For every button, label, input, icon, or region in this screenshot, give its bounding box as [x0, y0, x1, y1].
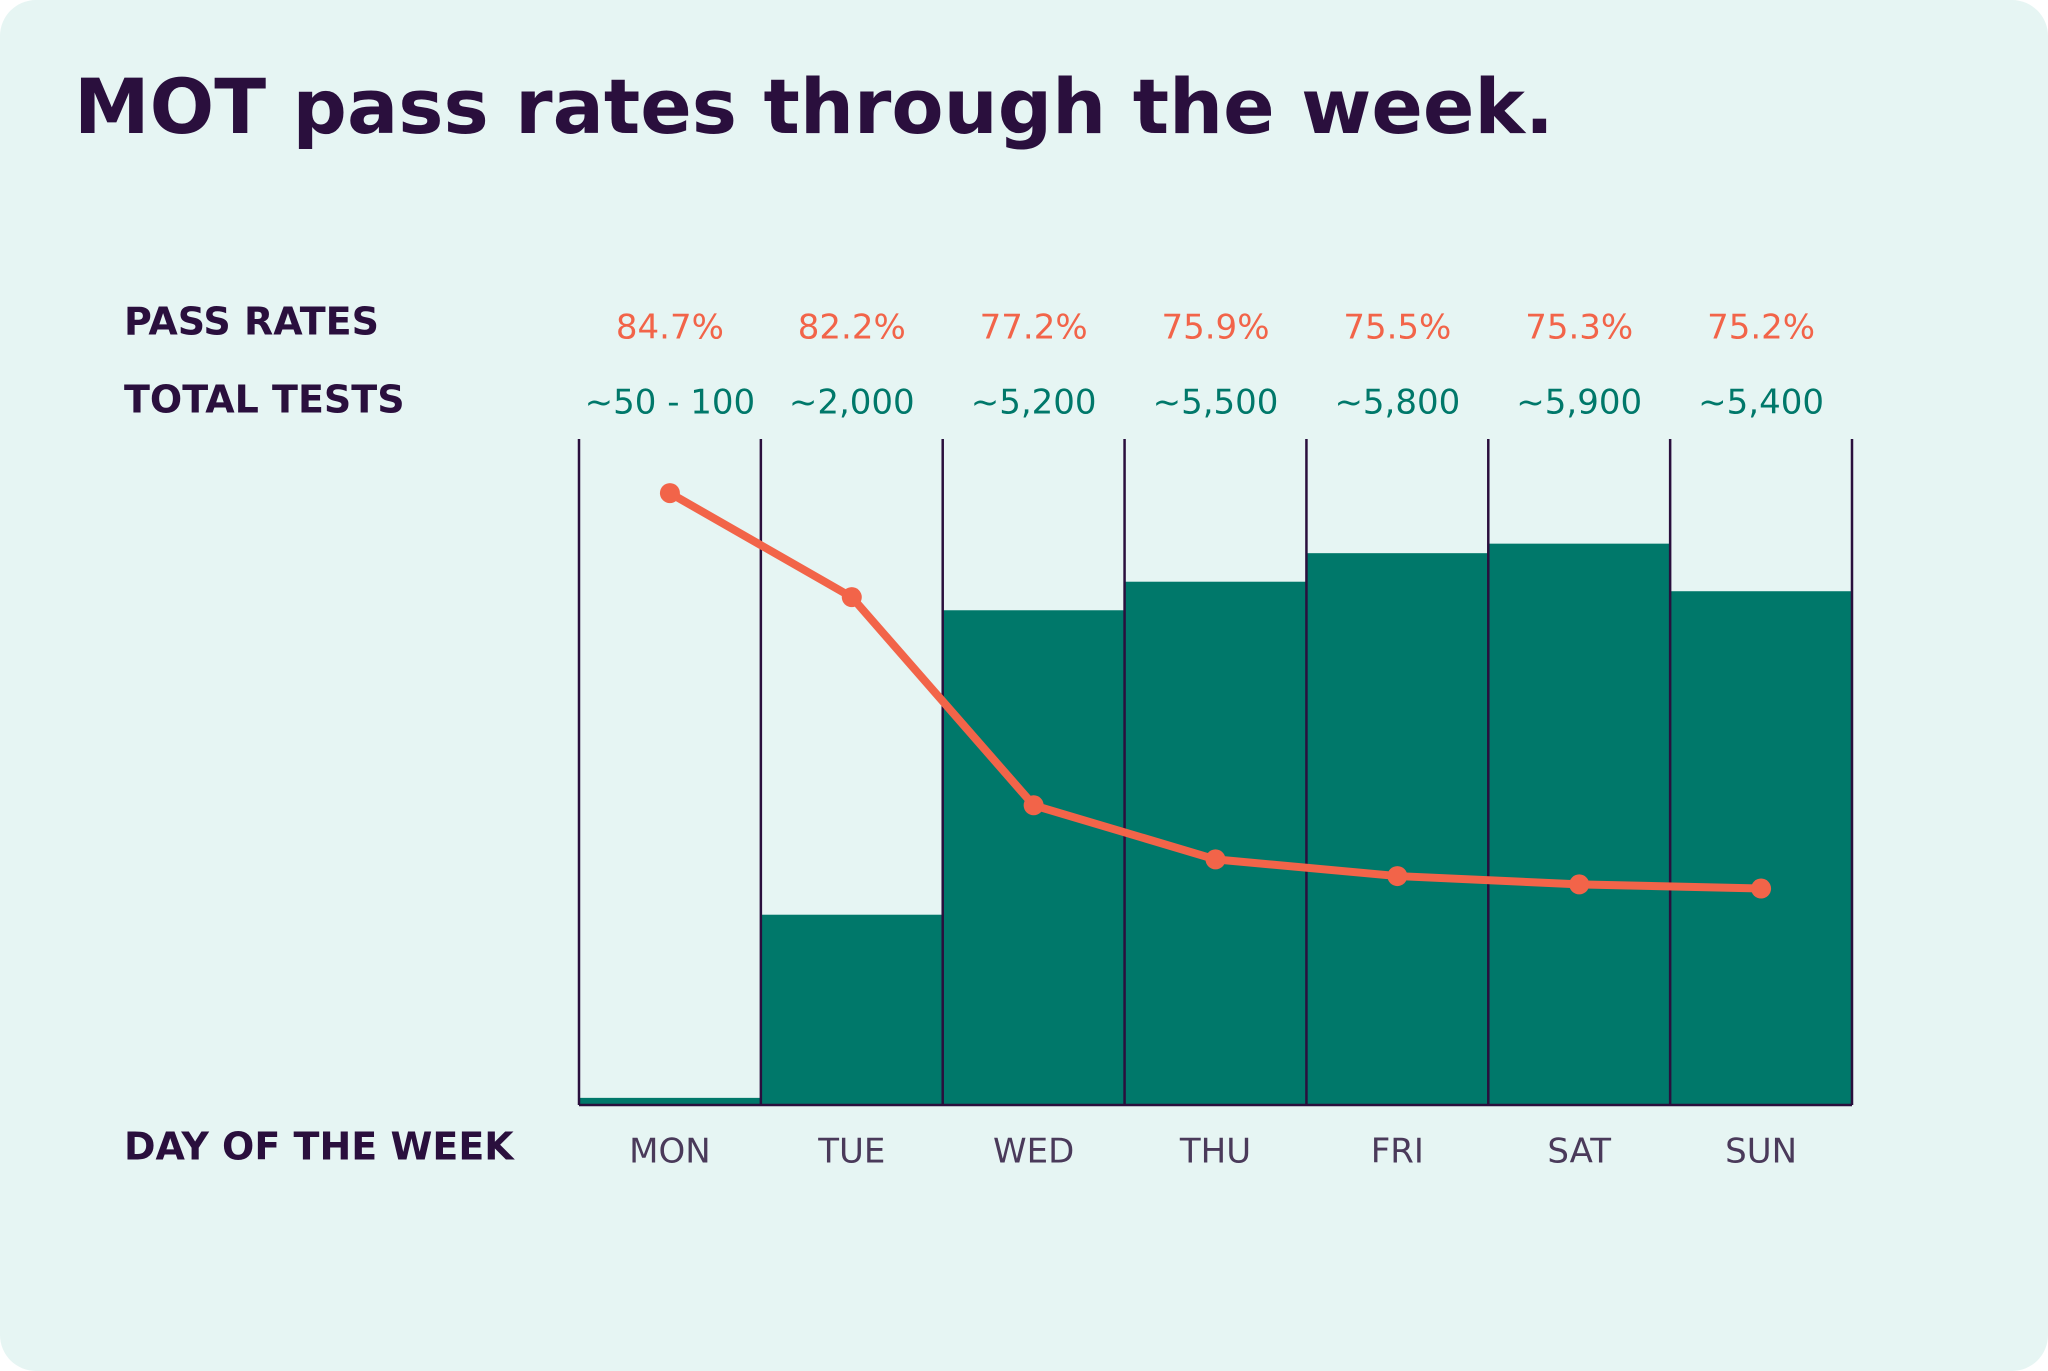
- value-label: ~5,900: [1516, 383, 1642, 423]
- value-label: 75.5%: [1343, 308, 1451, 348]
- chart-title: MOT pass rates through the week.: [74, 62, 1554, 151]
- point: [1569, 874, 1590, 895]
- value-label: 77.2%: [980, 308, 1088, 348]
- value-label: ~5,800: [1334, 383, 1460, 423]
- bar: [1670, 591, 1852, 1105]
- bar: [579, 1097, 761, 1105]
- bar: [1306, 553, 1489, 1105]
- bar: [760, 914, 943, 1105]
- point: [659, 483, 680, 504]
- x-tick-label: WED: [993, 1132, 1074, 1172]
- value-label: ~5,400: [1698, 383, 1824, 423]
- value-label: 84.7%: [616, 308, 724, 348]
- point: [1023, 795, 1044, 816]
- x-tick-label: FRI: [1371, 1132, 1424, 1172]
- value-label: ~50 - 100: [585, 383, 756, 423]
- row-label: TOTAL TESTS: [124, 378, 405, 422]
- x-tick-label: MON: [629, 1132, 711, 1172]
- value-label: 75.9%: [1161, 308, 1269, 348]
- row-label: PASS RATES: [124, 300, 379, 344]
- x-tick-label: SUN: [1725, 1132, 1797, 1172]
- value-label: ~5,200: [971, 383, 1097, 423]
- value-label: 75.3%: [1525, 308, 1633, 348]
- value-label: ~5,500: [1153, 383, 1279, 423]
- x-tick-label: THU: [1179, 1132, 1251, 1172]
- x-tick-label: TUE: [817, 1132, 885, 1172]
- value-label: ~2,000: [789, 383, 915, 423]
- bar: [1488, 543, 1671, 1105]
- point: [841, 587, 862, 608]
- value-label: 75.2%: [1707, 308, 1815, 348]
- point: [1205, 849, 1226, 870]
- point: [1387, 866, 1408, 887]
- point: [1751, 878, 1772, 899]
- value-label: 82.2%: [798, 308, 906, 348]
- x-tick-label: SAT: [1547, 1132, 1611, 1172]
- bar: [942, 610, 1125, 1105]
- x-axis-label: DAY OF THE WEEK: [124, 1125, 515, 1169]
